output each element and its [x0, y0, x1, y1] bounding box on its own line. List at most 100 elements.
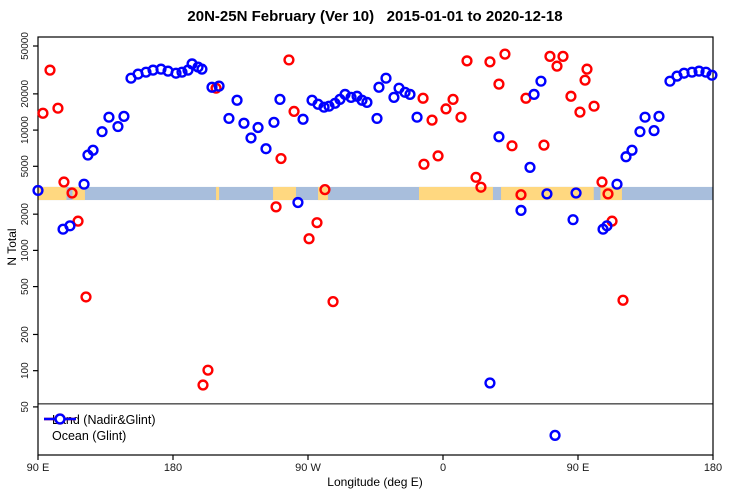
data-point-ocean	[268, 116, 280, 128]
data-point-land	[418, 158, 430, 170]
data-point-land	[455, 111, 467, 123]
y-tick-label: 50000	[20, 32, 31, 60]
data-point-ocean	[170, 67, 182, 79]
data-point-ocean	[118, 110, 130, 122]
data-point-land	[515, 189, 527, 201]
data-point-ocean	[648, 125, 660, 137]
data-point-ocean	[686, 66, 698, 78]
data-point-ocean	[634, 126, 646, 138]
data-point-ocean	[373, 81, 385, 93]
data-point-ocean	[318, 101, 330, 113]
x-tick-label: 0	[440, 462, 446, 474]
data-point-land	[417, 92, 429, 104]
y-tick-label: 200	[20, 326, 31, 343]
data-point-land	[475, 181, 487, 193]
data-point-ocean	[223, 112, 235, 125]
plot-border	[37, 36, 714, 456]
data-point-ocean	[541, 188, 553, 200]
data-point-ocean	[653, 110, 665, 122]
legend-label-land: Land (Nadir&Glint)	[52, 413, 156, 427]
data-point-ocean	[323, 100, 335, 112]
data-point-land	[275, 152, 287, 165]
x-tick-label: 180	[704, 462, 722, 474]
data-point-ocean	[213, 80, 225, 92]
x-tick-label: 90 E	[27, 462, 50, 474]
data-point-ocean	[103, 111, 115, 123]
data-point-land	[270, 201, 282, 213]
data-point-land	[581, 63, 593, 75]
data-point-ocean	[238, 117, 250, 129]
data-point-ocean	[245, 132, 257, 144]
data-point-land	[484, 56, 496, 68]
data-point-ocean	[484, 377, 496, 389]
legend-label-ocean: Ocean (Glint)	[52, 429, 127, 443]
data-point-land	[288, 105, 300, 117]
ocean-legend-symbol	[44, 413, 76, 425]
data-point-land	[565, 90, 577, 102]
data-point-ocean	[411, 111, 423, 123]
y-tick-label: 100	[20, 362, 31, 379]
data-point-ocean	[274, 93, 286, 105]
data-point-ocean	[535, 75, 547, 87]
data-point-land	[506, 140, 518, 152]
data-point-land	[52, 102, 64, 114]
data-point-ocean	[664, 75, 676, 87]
chart-title: 20N-25N February (Ver 10) 2015-01-01 to …	[187, 8, 563, 25]
legend-item-ocean: Ocean (Glint)	[42, 413, 156, 444]
x-tick-label: 90 W	[295, 462, 321, 474]
data-point-ocean	[292, 196, 304, 209]
data-point-land	[544, 50, 556, 62]
data-point-ocean	[78, 178, 90, 190]
land-band-segment	[419, 186, 493, 201]
data-point-ocean	[693, 65, 705, 77]
y-tick-label: 50	[20, 401, 31, 413]
data-point-land	[579, 74, 591, 86]
data-point-ocean	[493, 131, 505, 143]
data-point-land	[202, 364, 214, 376]
data-point-ocean	[524, 161, 536, 173]
data-point-land	[80, 291, 92, 303]
data-point-ocean	[297, 113, 309, 125]
data-point-land	[499, 48, 511, 60]
data-point-ocean	[140, 66, 152, 78]
data-point-ocean	[345, 91, 357, 103]
x-tick-label: 180	[164, 462, 182, 474]
data-point-land	[283, 54, 295, 66]
data-point-ocean	[515, 204, 527, 216]
data-point-ocean	[260, 143, 272, 155]
data-point-land	[44, 64, 56, 76]
data-point-land	[538, 139, 550, 151]
y-axis-label: N Total	[5, 228, 19, 266]
data-point-land	[66, 187, 78, 199]
data-point-ocean	[87, 144, 99, 156]
data-point-ocean	[371, 112, 383, 125]
land-band-segment	[273, 186, 296, 201]
data-point-ocean	[231, 94, 243, 106]
data-point-land	[493, 78, 505, 90]
data-point-land	[617, 294, 629, 306]
data-point-land	[37, 107, 49, 119]
x-tick-label: 90 E	[567, 462, 590, 474]
data-point-ocean	[388, 91, 400, 103]
data-point-land	[596, 176, 608, 188]
data-point-ocean	[206, 81, 218, 93]
data-point-land	[574, 106, 586, 118]
data-point-land	[470, 171, 482, 183]
data-point-ocean	[155, 63, 167, 75]
legend: Land (Nadir&Glint) Ocean (Glint)	[42, 412, 156, 444]
data-point-land	[327, 296, 339, 308]
land-band-segment	[38, 186, 67, 201]
y-tick-label: 500	[20, 278, 31, 295]
y-tick-label: 2000	[20, 203, 31, 226]
data-point-ocean	[361, 96, 373, 108]
data-point-ocean	[64, 220, 76, 232]
data-point-ocean	[570, 187, 582, 199]
data-point-land	[432, 150, 444, 162]
data-point-land	[72, 215, 84, 227]
data-point-ocean	[706, 69, 718, 81]
y-tick-label: 5000	[20, 155, 31, 178]
data-point-land	[426, 114, 438, 126]
data-point-ocean	[404, 88, 416, 100]
data-point-land	[447, 93, 459, 105]
